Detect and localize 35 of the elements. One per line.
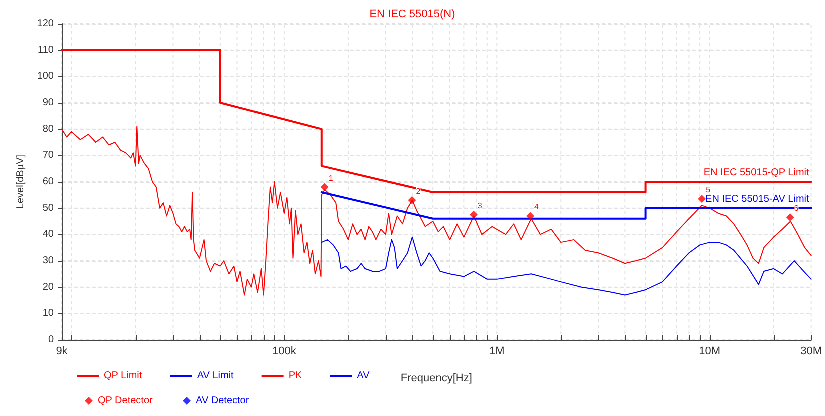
y-tick-label: 10: [42, 308, 54, 320]
y-tick-label: 30: [42, 256, 54, 266]
y-tick-label: 90: [42, 98, 54, 108]
annotation: 2: [416, 186, 422, 196]
annotation: EN IEC 55015-QP Limit: [704, 168, 810, 178]
legend-label: PK: [288, 370, 302, 382]
y-tick-label: 120: [37, 18, 54, 30]
annotation: 5: [706, 186, 712, 195]
y-tick-label: 60: [42, 176, 54, 188]
y-tick-label: 80: [42, 124, 54, 135]
y-tick-label: 50: [42, 202, 54, 214]
legend-label: QP Detector: [98, 396, 154, 406]
annotation: 4: [534, 202, 540, 212]
x-tick-label: 30M: [800, 346, 822, 358]
annotation: EN IEC 55015-AV Limit: [706, 194, 810, 205]
y-tick-label: 0: [48, 334, 54, 346]
legend-label: AV Detector: [196, 396, 250, 406]
x-axis-title: Frequency[Hz]: [400, 372, 472, 384]
annotation: 6: [794, 204, 800, 214]
chart-title: EN IEC 55015(N): [370, 8, 456, 20]
y-tick-label: 20: [42, 282, 54, 293]
x-tick-label: 100k: [272, 346, 297, 358]
legend-label: AV: [357, 370, 370, 382]
x-tick-label: 10M: [699, 346, 721, 358]
y-axis-title: Level[dBµV]: [16, 154, 26, 210]
annotation: 1: [328, 174, 334, 183]
annotation: 3: [478, 201, 483, 210]
y-tick-label: 40: [42, 229, 54, 240]
legend-label: AV Limit: [197, 370, 234, 382]
x-tick-label: 9k: [56, 346, 68, 358]
y-tick-label: 70: [42, 150, 54, 162]
legend-label: QP Limit: [104, 370, 142, 382]
x-tick-label: 1M: [489, 346, 505, 358]
y-tick-label: 100: [37, 71, 54, 82]
y-tick-label: 110: [38, 44, 54, 56]
